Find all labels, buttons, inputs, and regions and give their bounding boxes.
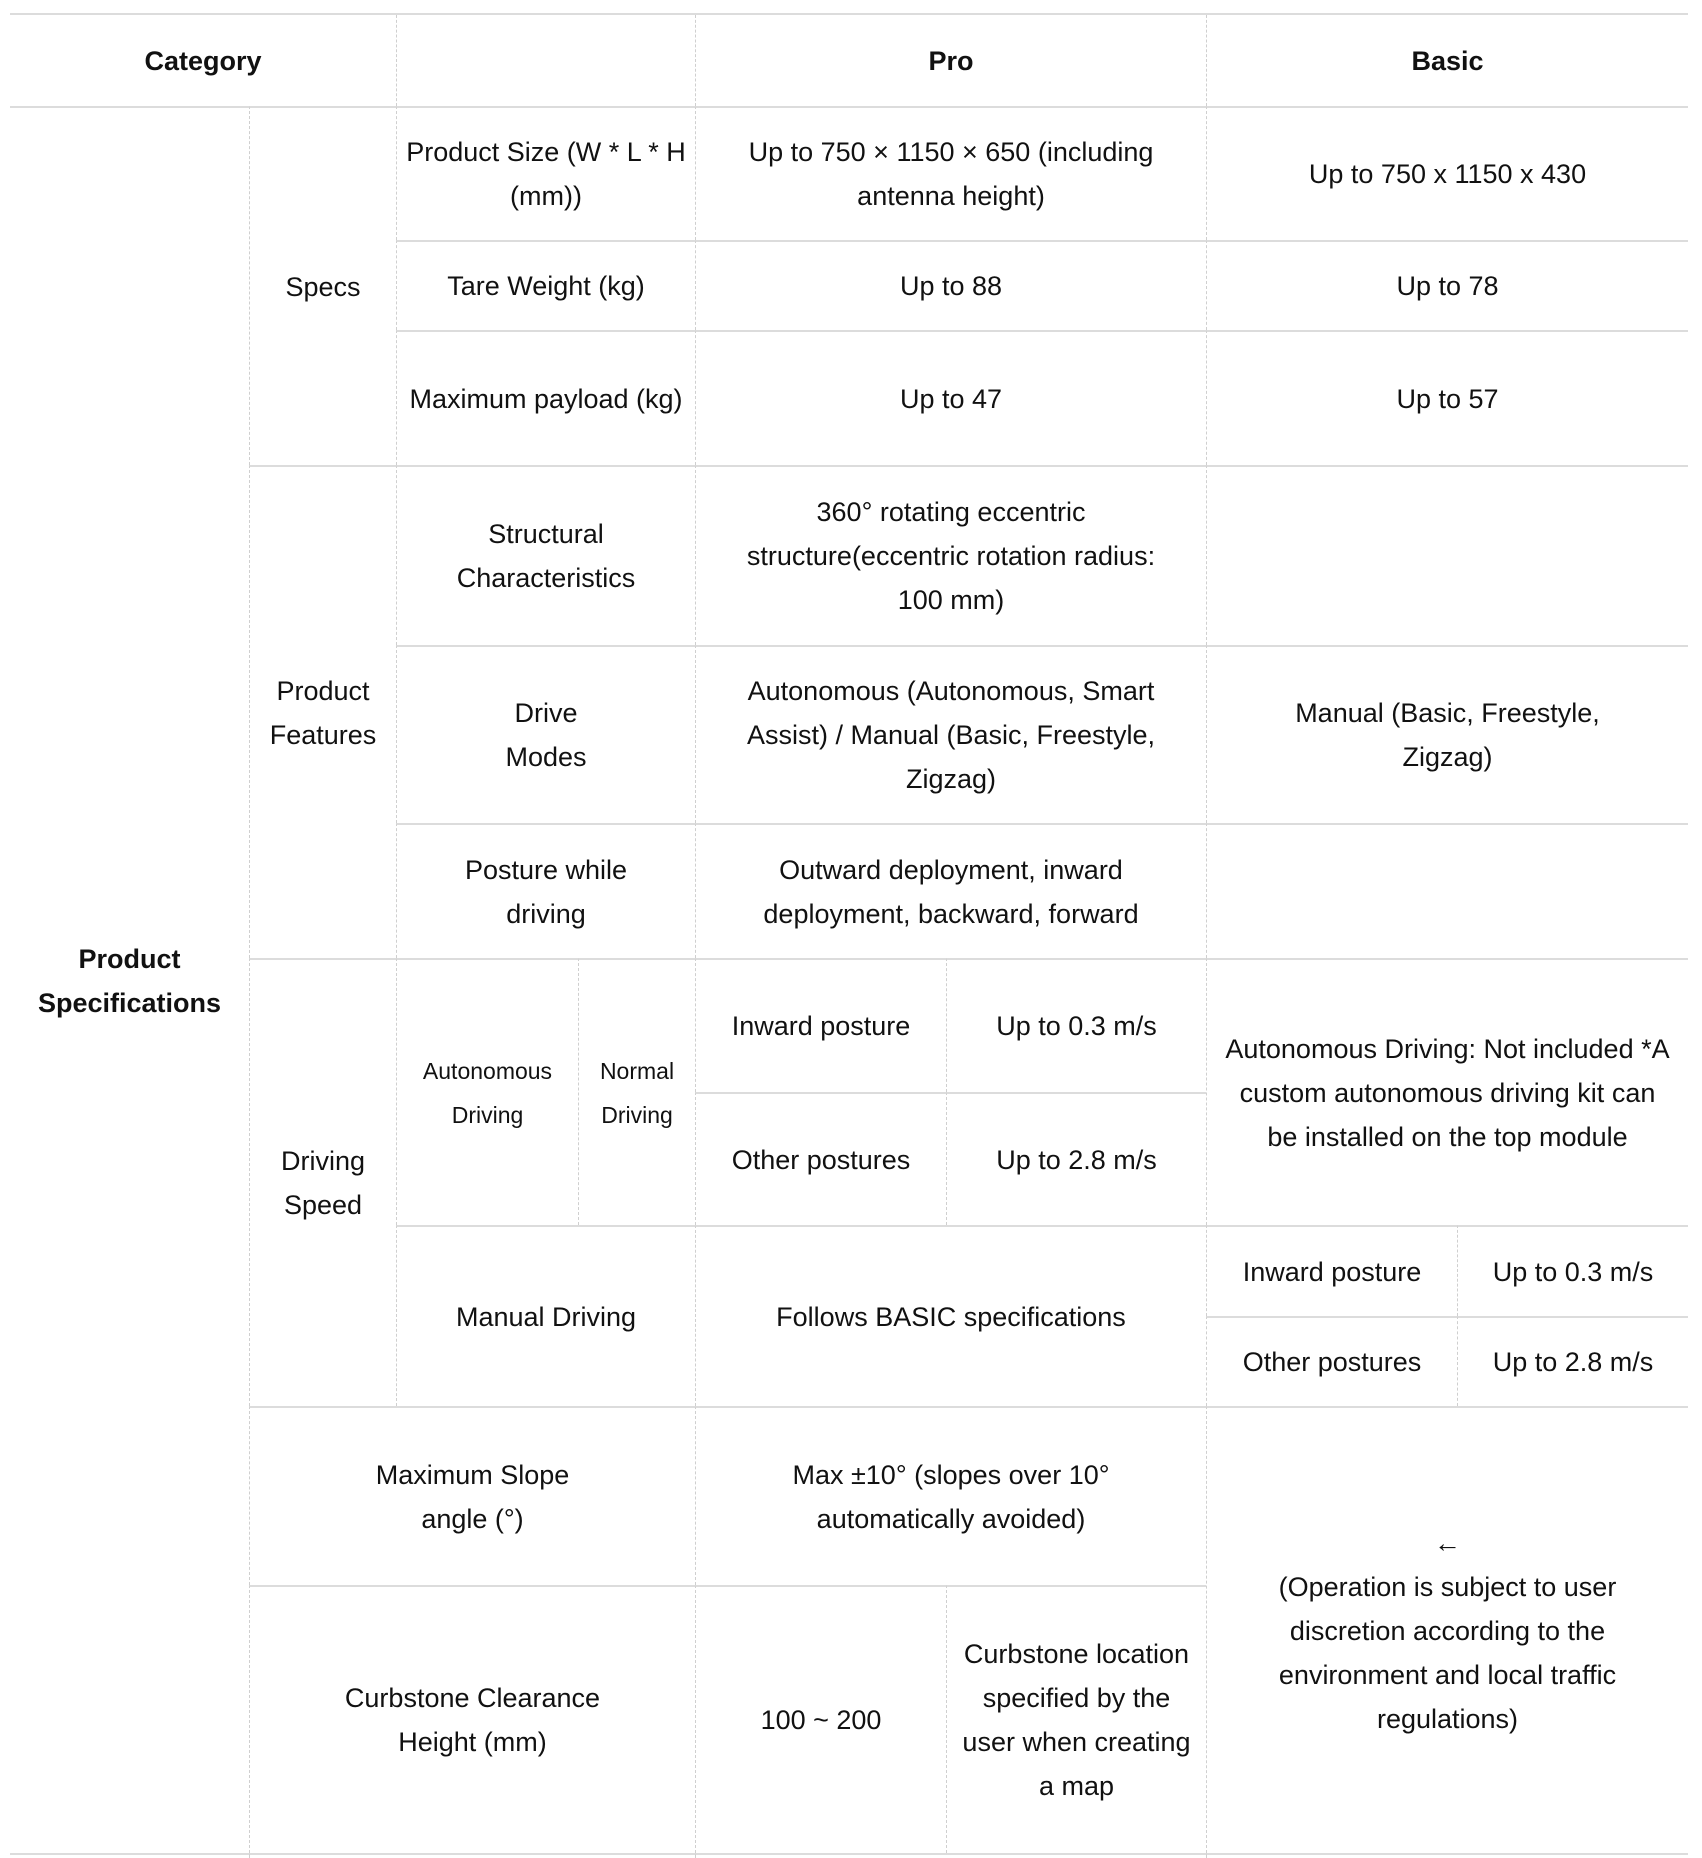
next-row	[10, 1853, 249, 1858]
basic-value	[1206, 465, 1688, 645]
pro-value: Outward deployment, inward deployment, b…	[695, 823, 1206, 958]
curb-label: Curbstone Clearance Height (mm)	[249, 1585, 695, 1853]
pro-value: Up to 750 × 1150 × 650 (including antenn…	[695, 106, 1206, 240]
speed-value: Up to 2.8 m/s	[946, 1092, 1206, 1225]
curb-pro-note: Curbstone location specified by the user…	[946, 1585, 1206, 1853]
posture-label: Inward posture	[695, 958, 946, 1092]
basic-value: Manual (Basic, Freestyle, Zigzag)	[1206, 645, 1688, 823]
pro-value: Up to 47	[695, 330, 1206, 465]
row-label: Product Size (W * L * H (mm))	[396, 106, 695, 240]
posture-label: Inward posture	[1206, 1225, 1457, 1316]
section-driving-speed: Driving Speed	[249, 958, 396, 1406]
section-features: Product Features	[249, 465, 396, 958]
manual-pro-value: Follows BASIC specifications	[695, 1225, 1206, 1406]
row-label: Posture while driving	[396, 823, 695, 958]
row-label: Drive Modes	[396, 645, 695, 823]
basic-value: Up to 750 x 1150 x 430	[1206, 106, 1688, 240]
slope-pro-value: Max ±10° (slopes over 10° automatically …	[695, 1406, 1206, 1585]
slope-label: Maximum Slope angle (°)	[249, 1406, 695, 1585]
curb-pro-value: 100 ~ 200	[695, 1585, 946, 1853]
header-basic: Basic	[1206, 15, 1688, 106]
basic-note-text: (Operation is subject to user discretion…	[1278, 1571, 1617, 1734]
pro-value: 360° rotating eccentric structure(eccent…	[695, 465, 1206, 645]
basic-shared-note: ← (Operation is subject to user discreti…	[1206, 1406, 1688, 1853]
posture-label: Other postures	[695, 1092, 946, 1225]
pro-value: Up to 88	[695, 240, 1206, 330]
row-label: Structural Characteristics	[396, 465, 695, 645]
header-category: Category	[144, 45, 262, 76]
row-label: Maximum payload (kg)	[396, 330, 695, 465]
normal-driving-label: Normal Driving	[578, 958, 695, 1225]
autonomous-driving-label: Autonomous Driving	[396, 958, 578, 1225]
speed-value: Up to 2.8 m/s	[1457, 1316, 1688, 1406]
speed-value: Up to 0.3 m/s	[1457, 1225, 1688, 1316]
posture-label: Other postures	[1206, 1316, 1457, 1406]
header-pro: Pro	[695, 15, 1206, 106]
group-product-specifications: Product Specifications	[10, 106, 249, 1853]
pro-value: Autonomous (Autonomous, Smart Assist) / …	[695, 645, 1206, 823]
basic-autonomous-note: Autonomous Driving: Not included *A cust…	[1206, 958, 1688, 1225]
arrow-left-icon: ←	[1434, 1527, 1461, 1558]
section-specs: Specs	[249, 106, 396, 465]
spec-table: Category Pro Basic Product Specification…	[10, 13, 1688, 1858]
speed-value: Up to 0.3 m/s	[946, 958, 1206, 1092]
basic-value: Up to 57	[1206, 330, 1688, 465]
basic-value	[1206, 823, 1688, 958]
manual-driving-label: Manual Driving	[396, 1225, 695, 1406]
row-label: Tare Weight (kg)	[396, 240, 695, 330]
header-blank	[396, 15, 695, 106]
basic-value: Up to 78	[1206, 240, 1688, 330]
